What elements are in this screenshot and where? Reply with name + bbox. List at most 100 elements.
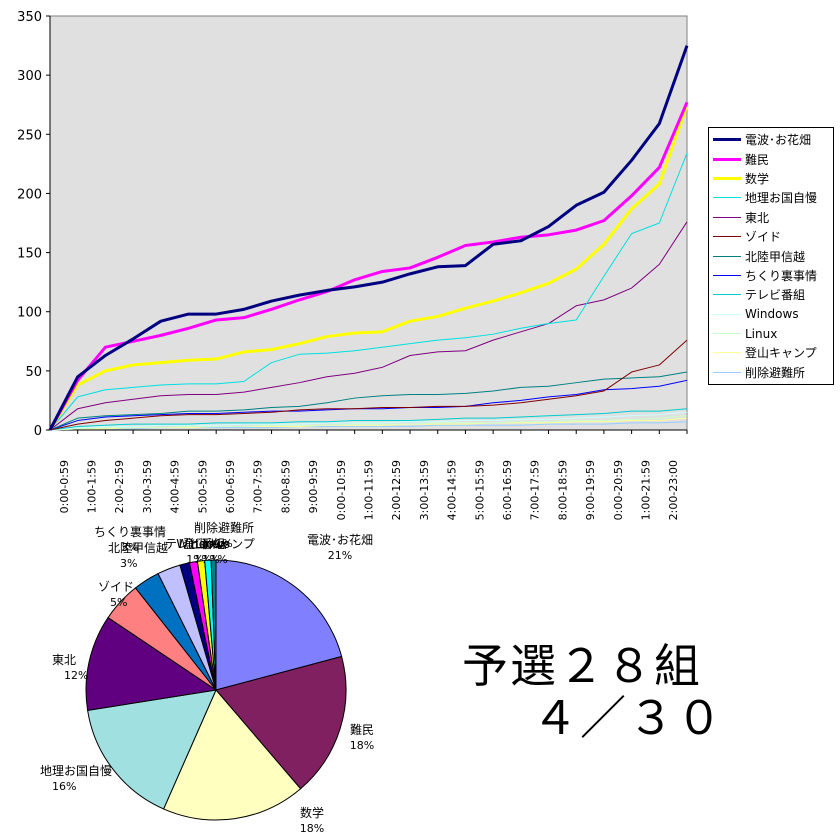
series-line: [48, 45, 689, 431]
pie-label: ゾイド: [98, 580, 134, 594]
pie-pct-label: 16%: [52, 780, 76, 793]
legend-label: 登山キャンプ: [745, 346, 817, 361]
pie-label: 難民: [350, 722, 374, 737]
x-tick-label: 11:00-11:59: [363, 460, 376, 520]
legend-label: テレビ番組: [745, 288, 806, 303]
legend-swatch: [713, 157, 741, 161]
legend-label: 削除避難所: [745, 365, 806, 380]
x-tick-label: 16:00-16:59: [501, 460, 514, 520]
y-tick-label: 200: [17, 187, 42, 202]
pie-slice: [215, 655, 347, 790]
pie-label: Linux: [195, 537, 227, 551]
legend-label: 電波･お花畑: [745, 133, 812, 148]
legend-item: テレビ番組: [709, 285, 833, 304]
legend-swatch: [713, 197, 741, 199]
series-line: [49, 415, 688, 431]
pie-label: 削除避難所: [194, 520, 254, 535]
legend-label: ちくり裏事情: [745, 268, 818, 283]
legend-item: Windows: [709, 305, 833, 324]
x-tick-label: 20:00-20:59: [612, 460, 625, 520]
legend-swatch: [713, 371, 741, 373]
pie-label: ちくり裏事情: [94, 524, 166, 539]
pie-slice: [85, 616, 218, 711]
pie-pct-label: 18%: [300, 822, 324, 835]
line-chart-legend: 電波･お花畑 難民数学地理お国自慢 東北ゾイド 北陸甲信越ちくり裏事情 テレビ番組 Win…: [708, 127, 834, 386]
legend-label: Linux: [745, 326, 778, 341]
x-tick-label: 6:00-6:59: [224, 460, 237, 513]
legend-label: 地理お国自慢: [745, 191, 818, 206]
x-tick-label: 2:00-2:59: [113, 460, 126, 513]
x-tick-label: 10:00-10:59: [335, 460, 348, 520]
legend-label: Windows: [745, 307, 799, 322]
x-tick-label: 21:00-21:59: [639, 460, 652, 520]
legend-item: 東北: [709, 208, 833, 227]
x-tick-label: 13:00-13:59: [418, 460, 431, 520]
pie-pct-label: 12%: [64, 669, 88, 682]
title-line-1: 予選２８組: [462, 639, 702, 693]
line-chart: 0 50 100 150 200 250 300 350 0:00-0:59 1:00-1:59 2…: [17, 10, 689, 520]
legend-swatch: [713, 255, 741, 257]
y-tick-label: 0: [34, 424, 42, 439]
pie-slice: [162, 689, 302, 821]
x-tick-label: 8:00-8:59: [279, 460, 292, 513]
x-tick-label: 9:00-9:59: [307, 460, 320, 513]
pie-label: テレビ番組: [165, 537, 225, 551]
title-line-2: ４／３０: [532, 691, 724, 745]
x-tick-label: 22:00-23:00: [667, 460, 680, 520]
legend-label: 東北: [745, 210, 770, 225]
y-tick-label: 150: [17, 247, 42, 262]
legend-item: 登山キャンプ: [709, 343, 833, 362]
y-tick-label: 50: [25, 365, 42, 380]
legend-item: 地理お国自慢: [709, 188, 833, 207]
x-tick-label: 12:00-12:59: [390, 460, 403, 520]
x-tick-label: 15:00-15:59: [473, 460, 486, 520]
series-line: [48, 101, 689, 431]
legend-swatch: [713, 294, 741, 296]
series-line: [49, 408, 688, 431]
plot-area: [49, 15, 688, 431]
legend-swatch: [713, 352, 741, 354]
legend-label: 難民: [745, 152, 770, 167]
legend-item: 難民: [709, 149, 833, 168]
legend-item: ゾイド: [709, 227, 833, 246]
x-tick-label: 1:00-1:59: [86, 460, 99, 513]
legend-item: 数学: [709, 169, 833, 188]
pie-pct-label: 5%: [110, 596, 127, 609]
legend-swatch: [713, 176, 741, 180]
series-line: [49, 221, 688, 431]
series-line: [49, 379, 688, 431]
x-tick-label: 3:00-3:59: [141, 460, 154, 513]
series-line: [49, 371, 688, 431]
series-line: [48, 105, 689, 431]
pie-slice: [87, 689, 217, 810]
legend-label: 数学: [745, 171, 770, 186]
x-tick-label: 19:00-19:59: [584, 460, 597, 520]
pie-pct-label: 21%: [328, 549, 352, 562]
pie-label: 電波･お花畑: [307, 532, 373, 547]
legend-swatch: [713, 138, 741, 142]
legend-label: ゾイド: [745, 230, 782, 245]
y-tick-label: 300: [17, 69, 42, 84]
page-title: 予選２８組 ４／３０: [462, 640, 792, 744]
x-tick-label: 7:00-7:59: [252, 460, 265, 513]
legend-item: 削除避難所: [709, 363, 833, 382]
series-line: [49, 339, 688, 431]
legend-swatch: [713, 236, 741, 238]
legend-item: 北陸甲信越: [709, 246, 833, 265]
x-tick-label: 5:00-5:59: [196, 460, 209, 513]
y-tick-label: 100: [17, 306, 42, 321]
series-line: [49, 153, 688, 431]
pie-pct-label: 18%: [350, 739, 374, 752]
pie-slice: [215, 559, 343, 691]
pie-pct-label: 3%: [120, 557, 137, 570]
legend-item: Linux: [709, 324, 833, 343]
y-tick-label: 250: [17, 128, 42, 143]
pie-label: 地理お国自慢: [40, 764, 112, 778]
x-tick-label: 17:00-17:59: [529, 460, 542, 520]
legend-swatch: [713, 313, 741, 315]
y-tick-label: 350: [17, 10, 42, 25]
pie-label: 数学: [300, 805, 324, 820]
pie-label: 東北: [52, 653, 76, 667]
legend-item: ちくり裏事情: [709, 266, 833, 285]
pie-label: Windows: [176, 537, 230, 551]
